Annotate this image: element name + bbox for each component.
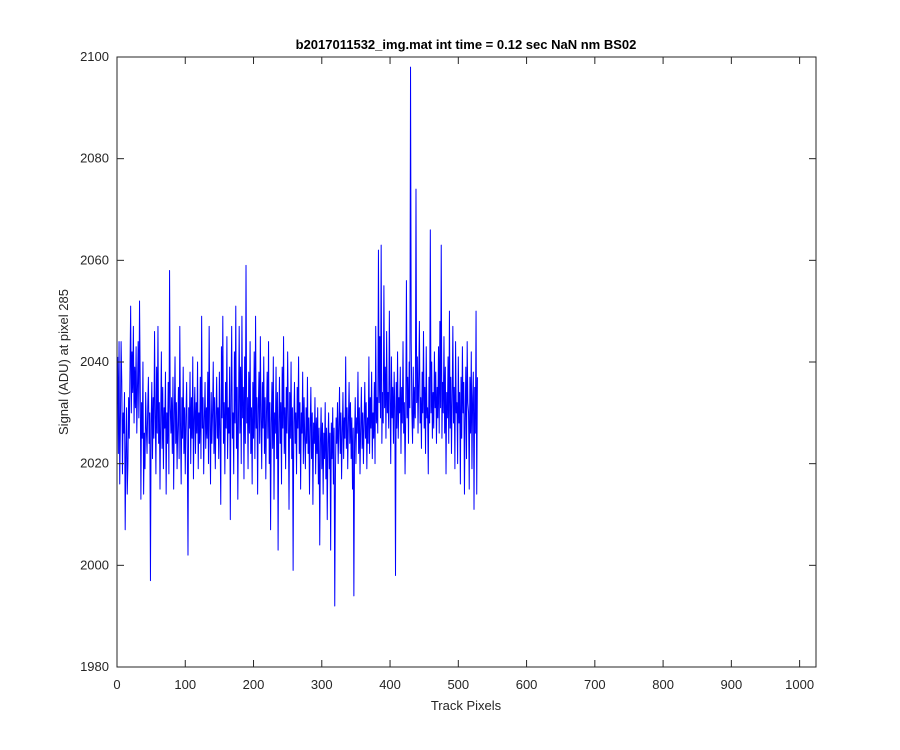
chart-title: b2017011532_img.mat int time = 0.12 sec …: [296, 37, 637, 52]
y-tick-label: 2080: [80, 151, 109, 166]
x-tick-label: 800: [652, 677, 674, 692]
x-tick-label: 500: [447, 677, 469, 692]
y-axis-ticks: 1980 2000 2020 2040 2060 2080 2100: [80, 49, 816, 674]
y-axis-title: Signal (ADU) at pixel 285: [56, 289, 71, 435]
x-tick-label: 1000: [785, 677, 814, 692]
y-tick-label: 1980: [80, 659, 109, 674]
x-tick-label: 700: [584, 677, 606, 692]
x-tick-label: 400: [379, 677, 401, 692]
x-axis-ticks: 0 100 200 300 400 500 600 700 800 900 1000: [113, 57, 814, 692]
x-tick-label: 600: [516, 677, 538, 692]
y-tick-label: 2040: [80, 354, 109, 369]
x-tick-label: 300: [311, 677, 333, 692]
y-tick-label: 2020: [80, 456, 109, 471]
plot-background: [117, 57, 816, 667]
x-tick-label: 0: [113, 677, 120, 692]
x-tick-label: 100: [174, 677, 196, 692]
series-line-signal: [117, 66, 478, 607]
x-tick-label: 900: [721, 677, 743, 692]
y-tick-label: 2100: [80, 49, 109, 64]
y-tick-label: 2060: [80, 252, 109, 267]
x-axis-title: Track Pixels: [431, 698, 502, 713]
x-tick-label: 200: [243, 677, 265, 692]
y-tick-label: 2000: [80, 557, 109, 572]
